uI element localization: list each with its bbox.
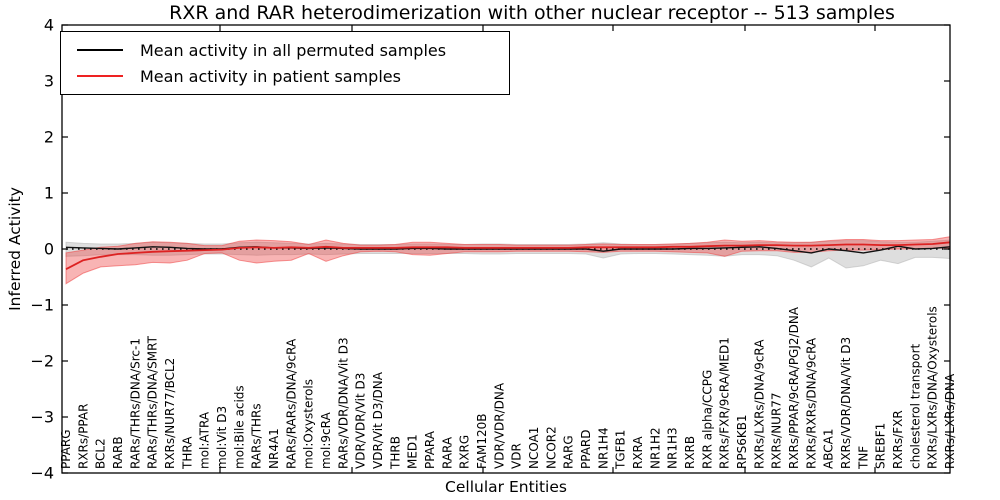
x-tick-label: RARs/THRs/DNA/SMRT [146, 335, 160, 469]
x-tick-label: RARG [562, 435, 576, 469]
x-tick-label: RXRs/LXRs/DNA/9cRA [752, 339, 766, 469]
x-tick-label: THRA [180, 436, 194, 470]
x-tick-label: PPARA [423, 430, 437, 469]
x-tick-label: VDR/Vit D3/DNA [371, 371, 385, 469]
y-tick-label: −2 [30, 352, 54, 371]
x-tick-label: RARB [111, 436, 125, 469]
x-tick-label: mol:Bile acids [232, 385, 246, 469]
x-tick-label: RXRs/FXR/9cRA/MED1 [718, 337, 732, 469]
x-tick-label: mol:Oxysterols [302, 379, 316, 469]
x-tick-label: RXRs/VDR/DNA/Vit D3 [839, 337, 853, 469]
x-tick-label: NR1H2 [648, 427, 662, 469]
x-tick-label: RXRB [683, 436, 697, 469]
legend: Mean activity in all permuted samples Me… [60, 31, 510, 95]
x-tick-label: FAM120B [475, 414, 489, 470]
y-tick-label: 2 [44, 128, 54, 147]
legend-entry-patient: Mean activity in patient samples [61, 67, 509, 86]
y-tick-label: 4 [44, 16, 54, 35]
chart-title: RXR and RAR heterodimerization with othe… [169, 2, 895, 24]
x-tick-label: RXRs/NUR77 [770, 392, 784, 469]
legend-label-permuted: Mean activity in all permuted samples [140, 40, 447, 60]
x-tick-label: RXRA [631, 436, 645, 469]
y-tick-label: −4 [30, 464, 54, 483]
y-tick-label: 0 [44, 240, 54, 259]
legend-line-permuted-icon [77, 49, 123, 51]
y-tick-label: −1 [30, 296, 54, 315]
x-tick-label: RPS6KB1 [735, 414, 749, 469]
x-tick-label: mol:9cRA [319, 412, 333, 469]
x-tick-label: RARA [440, 436, 454, 469]
x-tick-label: mol:Vit D3 [215, 406, 229, 469]
x-tick-label: NCOR2 [544, 426, 558, 469]
x-tick-label: RXRs/LXRs/DNA [943, 373, 957, 469]
x-tick-label: PPARD [579, 430, 593, 470]
x-tick-label: TNF [856, 446, 870, 470]
y-tick-label: 3 [44, 72, 54, 91]
x-tick-label: RXRs/NUR77/BCL2 [163, 358, 177, 469]
legend-label-patient: Mean activity in patient samples [140, 66, 401, 86]
x-tick-label: RARs/VDR/DNA/Vit D3 [336, 337, 350, 469]
x-tick-label: RARs/THRs/DNA/Src-1 [128, 338, 142, 469]
x-tick-label: VDR/VDR/Vit D3 [354, 373, 368, 469]
x-tick-label: RXRs/PPAR/9cRA/PGJ2/DNA [787, 306, 801, 469]
x-tick-label: NR1H3 [666, 427, 680, 469]
legend-entry-permuted: Mean activity in all permuted samples [61, 41, 509, 60]
x-tick-label: RXRs/RXRs/DNA/9cRA [804, 337, 818, 469]
x-tick-label: THRB [388, 436, 402, 470]
x-tick-label: SREBF1 [874, 423, 888, 469]
x-tick-label: VDR/VDR/DNA [492, 382, 506, 469]
legend-line-patient-icon [77, 75, 123, 77]
x-tick-label: RXRG [458, 435, 472, 469]
x-tick-label: RXRs/FXR [891, 410, 905, 469]
x-axis-label: Cellular Entities [445, 478, 567, 496]
x-tick-label: RARs/THRs [250, 403, 264, 469]
x-tick-label: ABCA1 [822, 429, 836, 469]
x-tick-label: RXRs/PPAR [76, 404, 90, 469]
x-tick-label: TGFB1 [614, 430, 628, 470]
y-tick-label: −3 [30, 408, 54, 427]
x-tick-label: NR1H4 [596, 427, 610, 469]
patient-mean-line [65, 241, 951, 270]
x-tick-label: mol:ATRA [198, 411, 212, 469]
x-tick-label: VDR [510, 443, 524, 469]
x-tick-label: BCL2 [94, 438, 108, 469]
x-tick-label: NCOA1 [527, 427, 541, 469]
y-axis-label: Inferred Activity [6, 187, 24, 311]
x-tick-label: NR4A1 [267, 428, 281, 469]
x-tick-label: RXRs/LXRs/DNA/Oxysterols [926, 306, 940, 469]
x-tick-label: PPARG [59, 429, 73, 469]
x-tick-label: RARs/RARs/DNA/9cRA [284, 338, 298, 469]
x-tick-label: cholesterol transport [908, 343, 922, 469]
y-tick-label: 1 [44, 184, 54, 203]
x-tick-label: MED1 [406, 434, 420, 469]
x-tick-label: RXR alpha/CCPG [700, 370, 714, 469]
